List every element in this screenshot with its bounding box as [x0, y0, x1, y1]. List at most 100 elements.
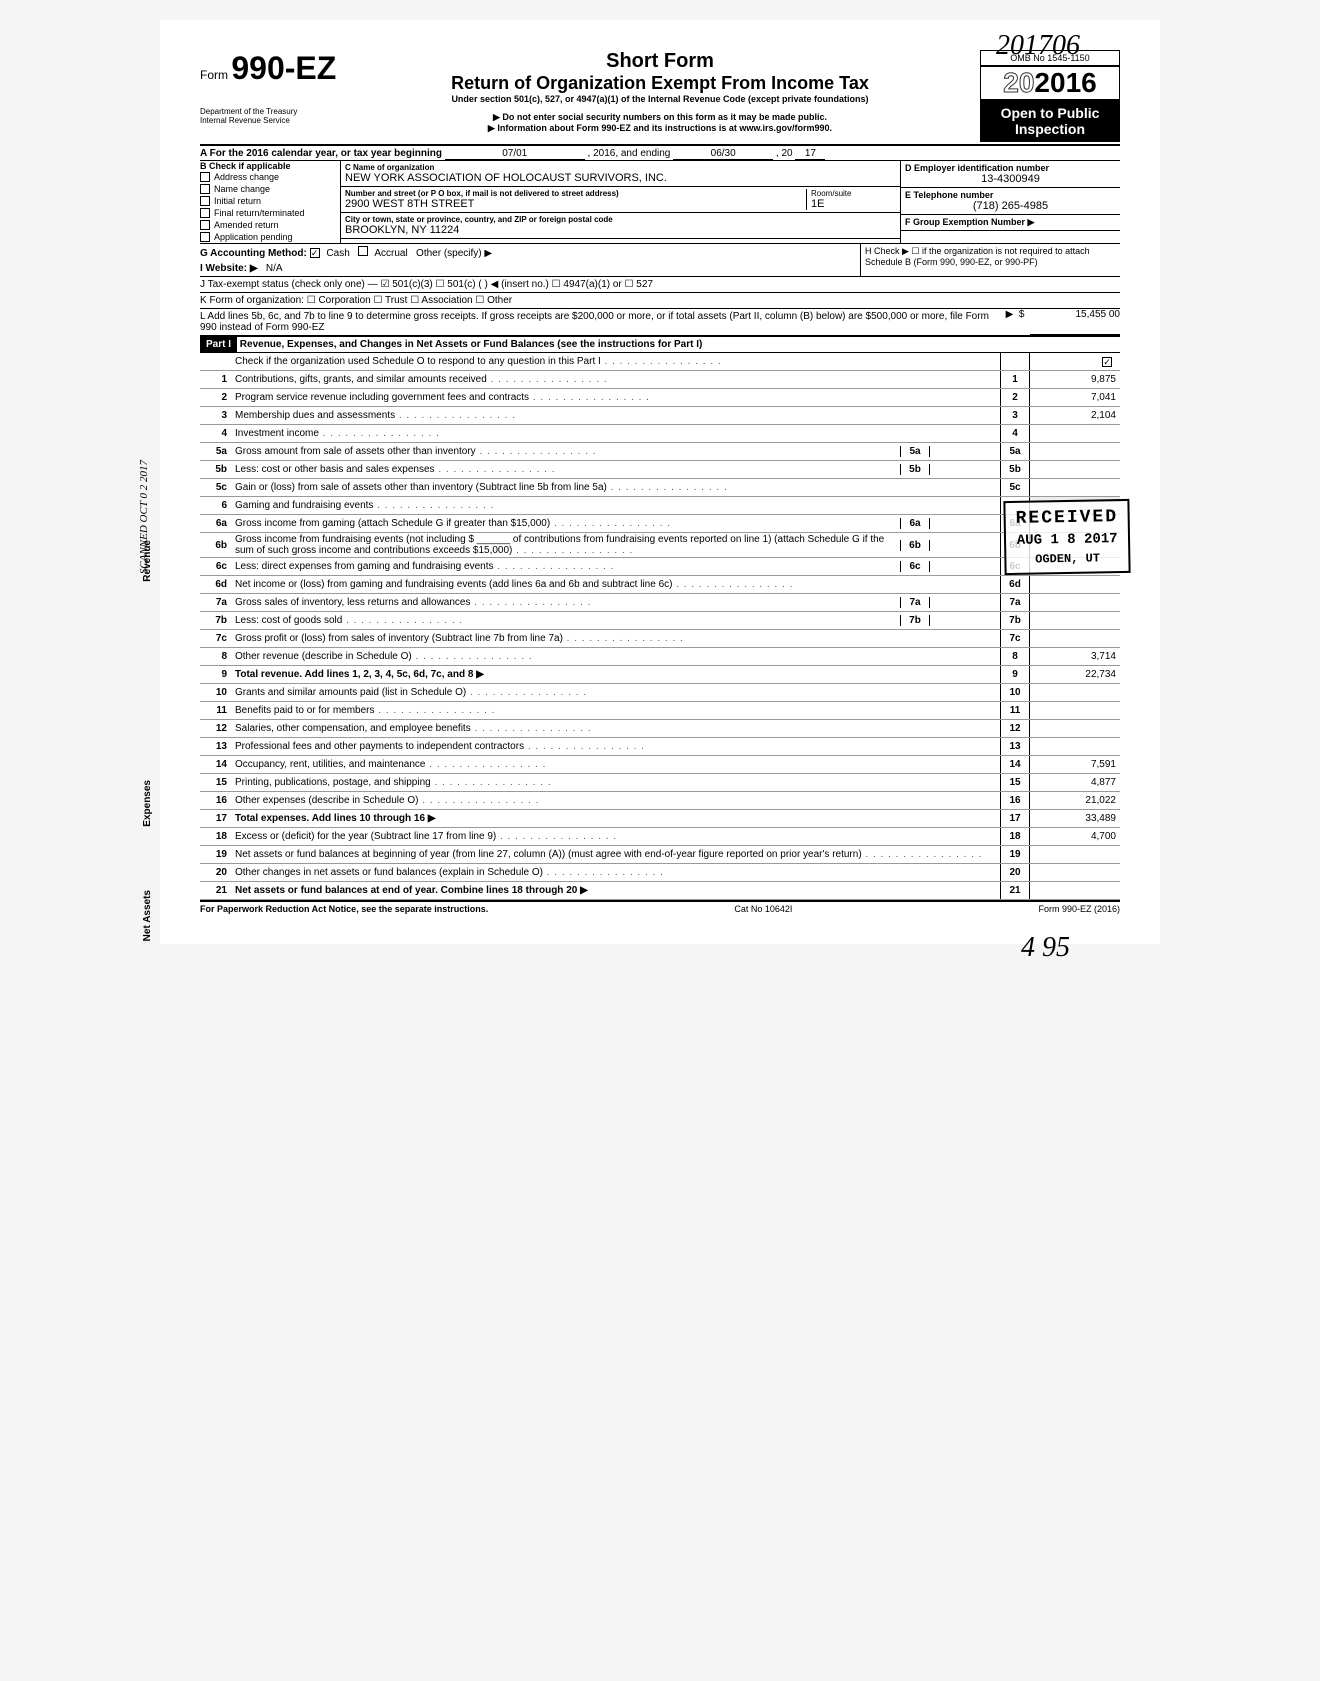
amount-5b[interactable] — [1030, 461, 1120, 478]
handwritten-bottom: 4 95 — [1021, 932, 1070, 964]
footer-left: For Paperwork Reduction Act Notice, see … — [200, 904, 488, 914]
box-num: 6d — [1000, 576, 1030, 593]
box-num: 7b — [1000, 612, 1030, 629]
tax-year-end-year[interactable]: 17 — [795, 148, 825, 160]
amount-16[interactable]: 21,022 — [1030, 792, 1120, 809]
check-amended-return[interactable] — [200, 220, 210, 230]
org-street[interactable]: 2900 WEST 8TH STREET — [345, 198, 806, 210]
box-num: 5c — [1000, 479, 1030, 496]
org-name[interactable]: NEW YORK ASSOCIATION OF HOLOCAUST SURVIV… — [345, 172, 896, 184]
amount-7b[interactable] — [1030, 612, 1120, 629]
check-application-pending[interactable] — [200, 232, 210, 242]
line-desc: Gross sales of inventory, less returns a… — [235, 596, 900, 609]
form-subtitle: Return of Organization Exempt From Incom… — [340, 73, 980, 94]
amount-9[interactable]: 22,734 — [1030, 666, 1120, 683]
amount-13[interactable] — [1030, 738, 1120, 755]
amount-2[interactable]: 7,041 — [1030, 389, 1120, 406]
b-label: B Check if applicable — [200, 161, 340, 171]
line-i: I Website: ▶ N/A — [200, 261, 860, 276]
amount-20[interactable] — [1030, 864, 1120, 881]
tax-year-end-month[interactable]: 06/30 — [673, 148, 773, 160]
line-desc: Less: direct expenses from gaming and fu… — [235, 560, 900, 573]
amount-14[interactable]: 7,591 — [1030, 756, 1120, 773]
line-6c: 6cLess: direct expenses from gaming and … — [200, 558, 1120, 576]
line-desc: Occupancy, rent, utilities, and maintena… — [235, 758, 1000, 771]
revenue-label: Revenue — [142, 540, 153, 582]
amount-7a[interactable] — [1030, 594, 1120, 611]
box-num: 5a — [1000, 443, 1030, 460]
line-a: A For the 2016 calendar year, or tax yea… — [200, 148, 1120, 160]
amount-18[interactable]: 4,700 — [1030, 828, 1120, 845]
org-room[interactable]: 1E — [811, 198, 896, 210]
amount-8[interactable]: 3,714 — [1030, 648, 1120, 665]
line-desc: Less: cost of goods sold — [235, 614, 900, 627]
tax-year: 202016 — [980, 66, 1120, 100]
line-desc: Gain or (loss) from sale of assets other… — [235, 481, 1000, 494]
form-number-cell: Form 990-EZ Department of the Treasury I… — [200, 50, 340, 125]
website-val[interactable]: N/A — [266, 263, 283, 274]
check-cash[interactable] — [310, 248, 320, 258]
check-schedule-o[interactable] — [1102, 357, 1112, 367]
part1-check-row: Check if the organization used Schedule … — [200, 353, 1120, 371]
amount-4[interactable] — [1030, 425, 1120, 442]
line-num: 6 — [200, 500, 235, 511]
line-num: 3 — [200, 410, 235, 421]
amount-10[interactable] — [1030, 684, 1120, 701]
under-section: Under section 501(c), 527, or 4947(a)(1)… — [340, 94, 980, 104]
line-num: 6b — [200, 540, 235, 551]
box-num: 4 — [1000, 425, 1030, 442]
amount-5a[interactable] — [1030, 443, 1120, 460]
box-num: 7a — [1000, 594, 1030, 611]
line-num: 11 — [200, 705, 235, 716]
received-stamp: RECEIVED AUG 1 8 2017 OGDEN, UT — [1003, 499, 1131, 575]
line-1: 1Contributions, gifts, grants, and simil… — [200, 371, 1120, 389]
tax-year-begin[interactable]: 07/01 — [445, 148, 585, 160]
line-desc: Benefits paid to or for members — [235, 704, 1000, 717]
amount-21[interactable] — [1030, 882, 1120, 899]
org-city[interactable]: BROOKLYN, NY 11224 — [345, 224, 896, 236]
line-desc: Gross income from fundraising events (no… — [235, 533, 900, 557]
part-1-header: Part I Revenue, Expenses, and Changes in… — [200, 335, 1120, 353]
box-num: 2 — [1000, 389, 1030, 406]
box-num: 8 — [1000, 648, 1030, 665]
line-12: 12Salaries, other compensation, and empl… — [200, 720, 1120, 738]
footer-right: Form 990-EZ (2016) — [1038, 904, 1120, 914]
form-label: Form — [200, 68, 228, 82]
check-name-change[interactable] — [200, 184, 210, 194]
amount-19[interactable] — [1030, 846, 1120, 863]
line-2: 2Program service revenue including gover… — [200, 389, 1120, 407]
check-address-change[interactable] — [200, 172, 210, 182]
line-7b: 7bLess: cost of goods sold7b7b — [200, 612, 1120, 630]
amount-17[interactable]: 33,489 — [1030, 810, 1120, 827]
amount-6d[interactable] — [1030, 576, 1120, 593]
amount-11[interactable] — [1030, 702, 1120, 719]
amount-7c[interactable] — [1030, 630, 1120, 647]
line-desc: Gross amount from sale of assets other t… — [235, 445, 900, 458]
gross-receipts[interactable]: 15,455 00 — [1030, 309, 1120, 335]
line-17: 17Total expenses. Add lines 10 through 1… — [200, 810, 1120, 828]
expenses-label: Expenses — [142, 780, 153, 827]
amount-5c[interactable] — [1030, 479, 1120, 496]
inner-box: 6c — [900, 561, 930, 572]
line-7c: 7cGross profit or (loss) from sales of i… — [200, 630, 1120, 648]
amount-3[interactable]: 2,104 — [1030, 407, 1120, 424]
line-num: 6c — [200, 561, 235, 572]
line-21: 21Net assets or fund balances at end of … — [200, 882, 1120, 900]
line-desc: Less: cost or other basis and sales expe… — [235, 463, 900, 476]
org-info-section: B Check if applicable Address change Nam… — [200, 160, 1120, 243]
check-initial-return[interactable] — [200, 196, 210, 206]
inner-box: 7a — [900, 597, 930, 608]
amount-12[interactable] — [1030, 720, 1120, 737]
amount-15[interactable]: 4,877 — [1030, 774, 1120, 791]
line-desc: Program service revenue including govern… — [235, 391, 1000, 404]
check-final-return[interactable] — [200, 208, 210, 218]
phone[interactable]: (718) 265-4985 — [905, 200, 1116, 212]
inner-box: 7b — [900, 615, 930, 626]
f-label: F Group Exemption Number ▶ — [905, 217, 1116, 228]
amount-1[interactable]: 9,875 — [1030, 371, 1120, 388]
line-num: 10 — [200, 687, 235, 698]
line-num: 17 — [200, 813, 235, 824]
check-accrual[interactable] — [358, 246, 368, 256]
line-num: 15 — [200, 777, 235, 788]
ein[interactable]: 13-4300949 — [905, 173, 1116, 185]
